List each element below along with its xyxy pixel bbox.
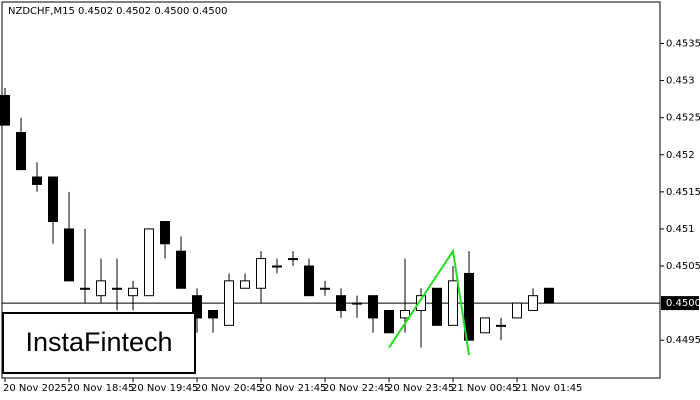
bull-candle [96,280,106,297]
bear-candle [336,295,346,312]
bear-candle [464,272,474,341]
bear-candle [176,250,186,289]
bull-candle [400,310,410,319]
x-tick-label: 21 Nov 01:45 [515,383,582,394]
y-tick-label: 0.453 [666,76,695,87]
bear-candle [16,132,26,171]
x-tick-label: 20 Nov 19:45 [131,383,198,394]
x-tick-label: 20 Nov 18:45 [67,383,134,394]
bull-candle [480,317,490,334]
chart-title: NZDCHF,M15 0.4502 0.4502 0.4500 0.4500 [8,6,228,17]
bear-candle [544,287,554,304]
x-tick-label: 21 Nov 00:45 [451,383,518,394]
bull-candle [448,280,458,326]
bear-candle [208,310,218,319]
bull-candle [528,295,538,312]
y-tick-label: 0.4525 [666,113,700,124]
bull-candle [128,287,138,297]
bull-candle [240,280,250,289]
bull-candle [112,287,122,290]
bear-candle [64,228,74,282]
logo: InstaFintech [25,327,172,357]
bear-candle [384,310,394,334]
bull-candle [224,280,234,326]
bull-candle [256,258,266,289]
x-tick-label: 20 Nov 21:45 [259,383,326,394]
bull-candle [416,295,426,312]
bear-candle [48,176,58,223]
bear-candle [160,221,170,245]
bull-candle [272,265,282,268]
y-tick-label: 0.4515 [666,187,700,198]
bear-candle [432,287,442,326]
x-tick-label: 20 Nov 20:45 [195,383,262,394]
bear-candle [304,265,314,297]
logo-box [2,312,196,374]
y-tick-label: 0.4535 [666,39,700,50]
y-tick-label: 0.4495 [666,335,700,346]
bull-candle [320,287,330,290]
bull-candle [512,302,522,319]
x-tick-label: 20 Nov 2025 [3,383,67,394]
bull-candle [144,228,154,297]
y-tick-label: 0.451 [666,224,695,235]
y-tick-label: 0.452 [666,150,695,161]
bull-candle [496,324,506,327]
bear-candle [32,176,42,185]
bear-candle [0,94,10,126]
marks [0,88,660,348]
bull-candle [80,287,90,290]
price-label: 0.4500 [666,298,700,309]
bull-candle [288,258,298,261]
bear-candle [368,295,378,319]
bear-candle [192,295,202,319]
bull-candle [352,302,362,305]
pattern-line [388,248,470,356]
price-label-box [661,296,699,311]
x-tick-label: 20 Nov 23:45 [387,383,454,394]
y-tick-label: 0.4505 [666,261,700,272]
x-tick-label: 20 Nov 22:45 [323,383,390,394]
